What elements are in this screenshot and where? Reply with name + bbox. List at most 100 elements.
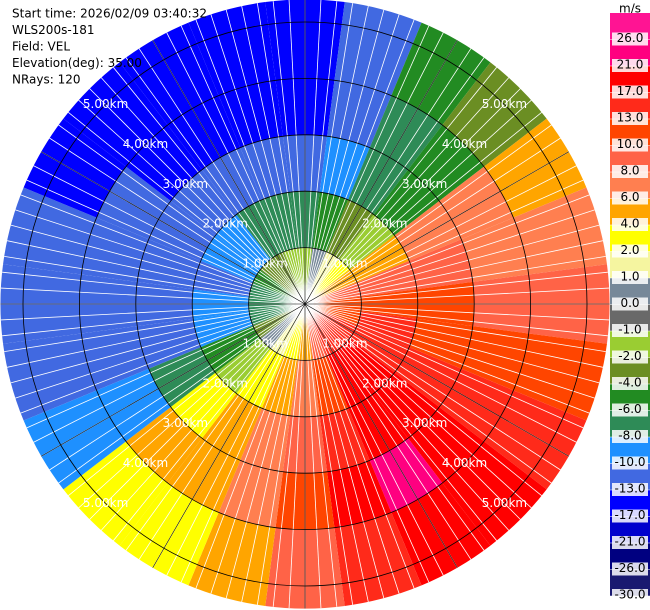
range-label: 2.00km (203, 376, 248, 390)
range-label: 3.00km (163, 416, 208, 430)
ray-gap (304, 19, 415, 305)
ray-gap (304, 303, 400, 594)
azimuth-line (304, 151, 569, 305)
velocity-bin (326, 348, 374, 409)
overlay: 1.00km 1.00km 1.00km 1.00km 2.00km 2.00km 2.00… (0, 0, 610, 609)
range-label: 5.00km (482, 97, 527, 111)
ray-gap (89, 88, 306, 305)
ray-gap (304, 303, 532, 509)
velocity-bin (349, 325, 410, 373)
velocity-bin (394, 200, 462, 261)
range-label: 3.00km (402, 177, 447, 191)
colorbar-label: 21.0 (617, 58, 644, 72)
velocity-bin (349, 235, 410, 283)
ray-gap (180, 303, 306, 583)
range-label: 5.00km (83, 496, 128, 510)
colorbar-label-bg (612, 85, 648, 99)
ray-gap (7, 303, 306, 368)
range-label: 2.00km (362, 376, 407, 390)
velocity-bin (334, 2, 422, 96)
velocity-bin (409, 318, 473, 369)
ray-gap (304, 48, 472, 305)
ray-gap (15, 209, 306, 305)
range-label: 4.00km (123, 137, 168, 151)
ray-gap (304, 194, 590, 305)
velocity-bin (334, 512, 422, 606)
ray-gap (304, 224, 600, 305)
velocity-bin (439, 368, 514, 442)
ray-gap (4, 303, 306, 353)
velocity-bin (327, 460, 392, 528)
velocity-bin (3, 333, 97, 421)
colorbar-label-bg (612, 138, 648, 152)
colorbar-label: 2.0 (620, 243, 639, 257)
ray-gap (26, 179, 306, 305)
velocity-bin (23, 390, 127, 490)
ray-gap (113, 303, 306, 541)
ray-gap (304, 32, 444, 305)
ray-gap (304, 14, 400, 305)
colorbar-label-bg (612, 589, 648, 602)
ray-gap (304, 303, 542, 496)
velocity-bin (461, 326, 529, 391)
ray-gap (304, 303, 552, 484)
colorbar-label-bg (612, 297, 648, 311)
ray-gap (304, 303, 369, 602)
ray-gap (138, 48, 306, 305)
ray-gap (138, 303, 306, 560)
ray-gap (49, 303, 306, 471)
velocity-bin (218, 460, 283, 528)
header-line: Field: VEL (12, 40, 70, 54)
velocity-bin (357, 260, 417, 297)
range-label: 5.00km (83, 97, 128, 111)
colorbar-label-bg (612, 244, 648, 258)
velocity-bin (201, 393, 262, 461)
velocity-bin (188, 2, 276, 96)
ray-gap (100, 77, 306, 305)
ray-gap (241, 6, 306, 305)
range-label: 1.00km (322, 257, 367, 271)
ray-gap (304, 3, 354, 305)
velocity-bin (261, 192, 298, 252)
velocity-bin (23, 118, 127, 218)
ray-gap (210, 303, 306, 594)
colorbar-label-bg (612, 483, 648, 496)
ray-gap (68, 303, 306, 496)
colorbar-label: -30.0 (614, 588, 645, 602)
ray-gap (304, 209, 595, 305)
colorbar-label-bg (612, 165, 648, 178)
ray-gap (195, 19, 306, 305)
colorbar-label: -21.0 (614, 535, 645, 549)
velocity-bin (326, 199, 374, 260)
colorbar-label: 1.0 (620, 270, 639, 284)
ray-gap (113, 67, 306, 305)
velocity-bin (312, 192, 349, 252)
ray-gap (78, 99, 306, 305)
colorbar-label: 4.0 (620, 217, 639, 231)
velocity-bin (201, 147, 262, 215)
velocity-bin (327, 80, 392, 148)
header-line: Elevation(deg): 35.00 (12, 56, 142, 70)
ray-gap (272, 303, 306, 607)
ray-gap (78, 303, 306, 509)
colorbar-label: -26.0 (614, 561, 645, 575)
range-label: 4.00km (442, 456, 487, 470)
velocity-bin (167, 95, 241, 170)
velocity-bin (461, 217, 529, 282)
ray-gap (304, 303, 603, 368)
ray-gap (304, 179, 584, 305)
ray-gap (4, 255, 306, 305)
colorbar-unit: m/s (619, 2, 641, 16)
ray-gap (225, 9, 306, 305)
colorbar-label-bg (612, 350, 648, 364)
ray-gap (125, 303, 306, 551)
velocity-bin (167, 438, 241, 513)
colorbar-label-bg (612, 536, 648, 549)
range-ring (78, 77, 532, 531)
ray-gap (304, 303, 415, 589)
range-label: 4.00km (123, 456, 168, 470)
velocity-bin (119, 482, 219, 586)
ray-gap (58, 124, 306, 305)
velocity-bin (119, 22, 219, 126)
